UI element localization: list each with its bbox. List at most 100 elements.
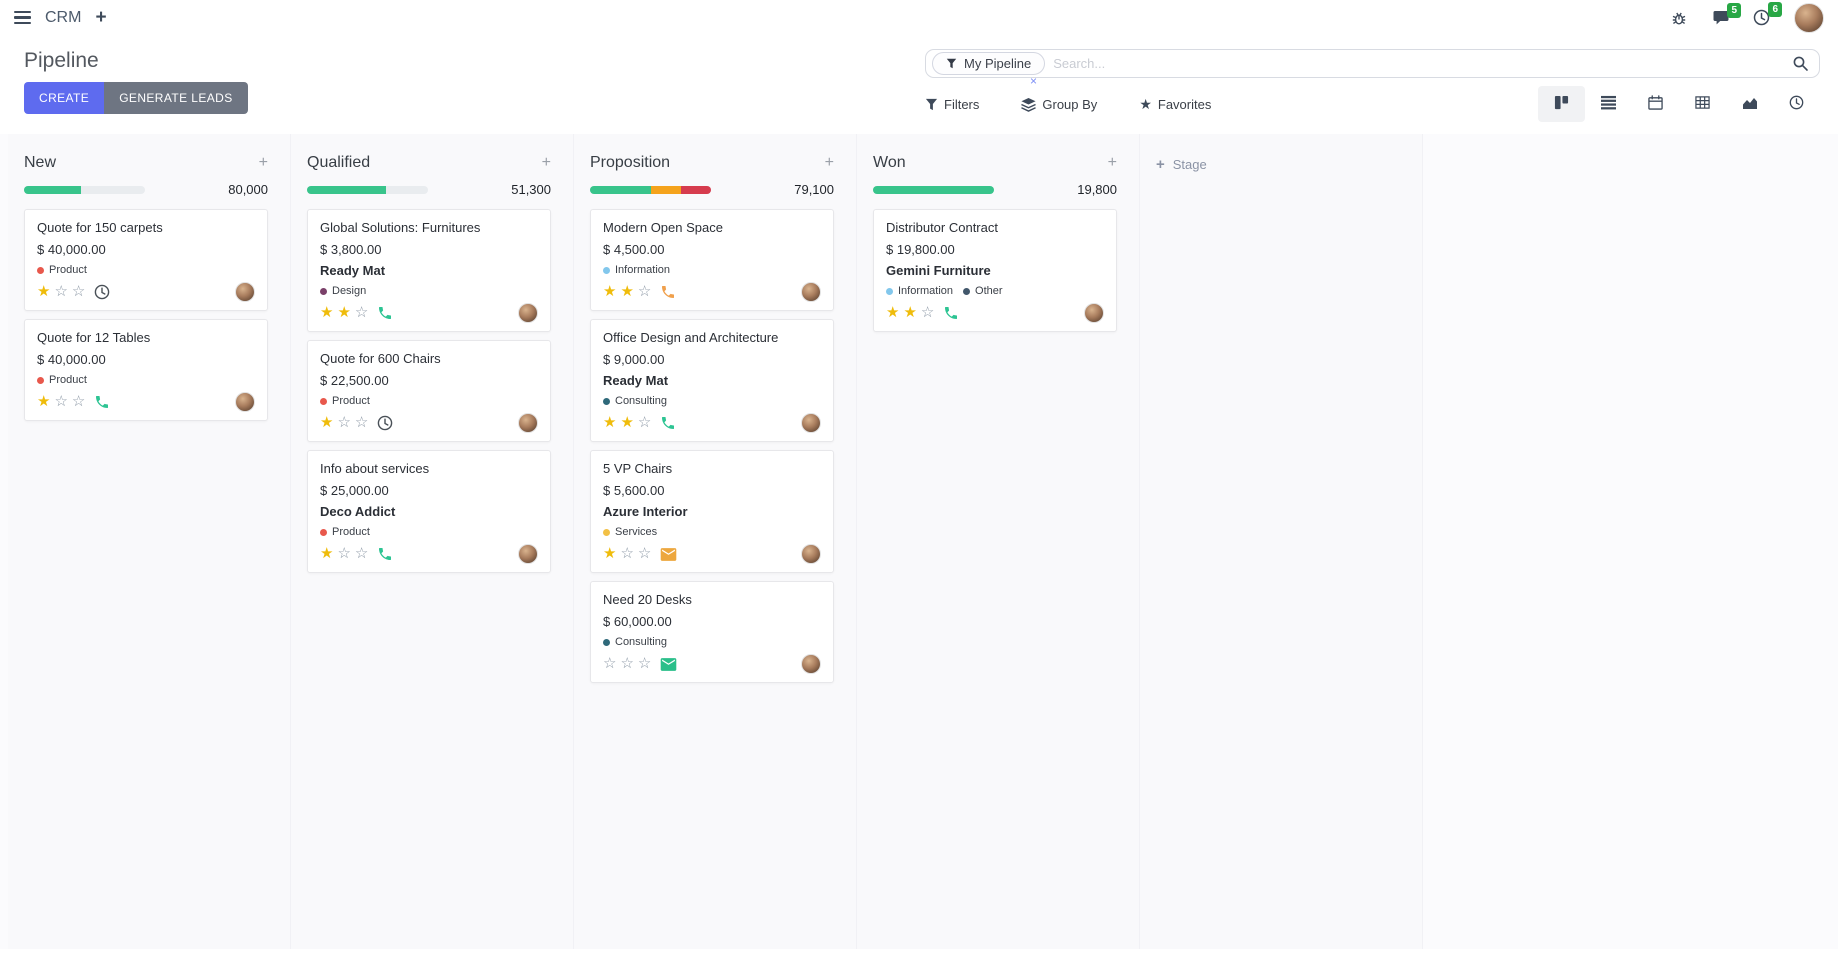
app-name[interactable]: CRM xyxy=(45,8,82,26)
activity-phone-icon[interactable] xyxy=(377,546,393,562)
filters-button[interactable]: Filters xyxy=(925,97,979,112)
search-input[interactable] xyxy=(1053,56,1792,71)
salesperson-avatar[interactable] xyxy=(801,654,821,674)
activity-clock-icon[interactable] xyxy=(377,415,393,431)
view-pivot-button[interactable] xyxy=(1679,86,1726,122)
layers-icon xyxy=(1021,97,1037,112)
quick-add-icon[interactable]: + xyxy=(1107,154,1117,171)
priority-star-icon[interactable]: ☆ xyxy=(637,545,652,563)
salesperson-avatar[interactable] xyxy=(235,282,255,302)
kanban-card[interactable]: Global Solutions: Furnitures $ 3,800.00 R… xyxy=(307,209,551,332)
quick-add-icon[interactable]: + xyxy=(258,154,268,171)
priority-star-icon[interactable]: ☆ xyxy=(637,655,652,673)
kanban-card[interactable]: Distributor Contract $ 19,800.00 Gemini F… xyxy=(873,209,1117,332)
facet-remove-icon[interactable]: × xyxy=(1030,74,1038,88)
salesperson-avatar[interactable] xyxy=(518,544,538,564)
stage-progressbar[interactable] xyxy=(307,185,428,194)
add-stage-button[interactable]: + Stage xyxy=(1156,156,1207,173)
kanban-card[interactable]: Need 20 Desks $ 60,000.00 Consulting ☆ ☆ ☆ xyxy=(590,581,834,683)
priority-star-icon[interactable]: ☆ xyxy=(71,393,86,411)
stage-progressbar[interactable] xyxy=(873,185,994,194)
view-graph-button[interactable] xyxy=(1726,86,1773,122)
priority-star-icon[interactable]: ☆ xyxy=(603,655,617,673)
card-amount: $ 60,000.00 xyxy=(603,614,672,629)
salesperson-avatar[interactable] xyxy=(235,392,255,412)
messages-icon[interactable]: 5 xyxy=(1711,2,1741,26)
priority-star-icon[interactable]: ★ xyxy=(337,304,351,322)
kanban-card[interactable]: Office Design and Architecture $ 9,000.0… xyxy=(590,319,834,442)
plus-icon[interactable]: + xyxy=(95,7,107,28)
user-avatar[interactable] xyxy=(1794,2,1824,33)
priority-star-icon[interactable]: ★ xyxy=(603,545,617,563)
activity-phone-icon[interactable] xyxy=(660,284,676,300)
view-list-button[interactable] xyxy=(1585,86,1632,122)
priority-star-icon[interactable]: ☆ xyxy=(354,545,369,563)
kanban-card[interactable]: Modern Open Space $ 4,500.00 Information… xyxy=(590,209,834,311)
priority-star-icon[interactable]: ☆ xyxy=(920,304,935,322)
salesperson-avatar[interactable] xyxy=(801,282,821,302)
view-kanban-button[interactable] xyxy=(1538,86,1585,122)
priority-star-icon[interactable]: ☆ xyxy=(354,304,369,322)
priority-star-icon[interactable]: ☆ xyxy=(620,655,634,673)
activity-mail-icon[interactable] xyxy=(660,657,677,672)
quick-add-icon[interactable]: + xyxy=(824,154,834,171)
activity-phone-icon[interactable] xyxy=(943,305,959,321)
priority-star-icon[interactable]: ★ xyxy=(620,283,634,301)
activities-icon[interactable]: 6 xyxy=(1753,2,1782,26)
activity-phone-icon[interactable] xyxy=(94,394,110,410)
search-icon[interactable] xyxy=(1792,55,1809,72)
priority-star-icon[interactable]: ☆ xyxy=(337,545,351,563)
priority-star-icon[interactable]: ★ xyxy=(320,545,334,563)
kanban-card[interactable]: 5 VP Chairs $ 5,600.00 Azure Interior Ser… xyxy=(590,450,834,573)
card-title: Global Solutions: Furnitures xyxy=(320,220,481,235)
salesperson-avatar[interactable] xyxy=(1084,303,1104,323)
card-partner: Gemini Furniture xyxy=(886,263,991,278)
priority-star-icon[interactable]: ★ xyxy=(320,414,334,432)
stage-total: 79,100 xyxy=(794,182,834,197)
quick-add-icon[interactable]: + xyxy=(541,154,551,171)
priority-star-icon[interactable]: ★ xyxy=(903,304,917,322)
create-button[interactable]: CREATE xyxy=(24,82,105,114)
apps-menu-icon[interactable] xyxy=(14,10,31,25)
salesperson-avatar[interactable] xyxy=(518,303,538,323)
priority-star-icon[interactable]: ☆ xyxy=(354,414,369,432)
view-activity-button[interactable] xyxy=(1773,86,1820,122)
priority-star-icon[interactable]: ☆ xyxy=(637,414,652,432)
kanban-card[interactable]: Quote for 12 Tables $ 40,000.00 Product ★… xyxy=(24,319,268,421)
priority-star-icon[interactable]: ★ xyxy=(603,283,617,301)
priority-star-icon[interactable]: ★ xyxy=(37,283,51,301)
priority-star-icon[interactable]: ☆ xyxy=(637,283,652,301)
filter-funnel-icon xyxy=(946,58,957,69)
progress-segment xyxy=(307,185,386,194)
progress-segment xyxy=(873,185,994,194)
priority-star-icon[interactable]: ☆ xyxy=(71,283,86,301)
tag-color-dot xyxy=(37,376,44,384)
activity-clock-icon[interactable] xyxy=(94,284,110,300)
salesperson-avatar[interactable] xyxy=(518,413,538,433)
priority-star-icon[interactable]: ☆ xyxy=(54,393,68,411)
kanban-card[interactable]: Quote for 150 carpets $ 40,000.00 Produc… xyxy=(24,209,268,311)
priority-star-icon[interactable]: ☆ xyxy=(337,414,351,432)
salesperson-avatar[interactable] xyxy=(801,413,821,433)
generate-leads-button[interactable]: GENERATE LEADS xyxy=(104,82,248,114)
activity-mail-icon[interactable] xyxy=(660,547,677,562)
kanban-card[interactable]: Info about services $ 25,000.00 Deco Addi… xyxy=(307,450,551,573)
priority-star-icon[interactable]: ★ xyxy=(886,304,900,322)
priority-star-icon[interactable]: ☆ xyxy=(54,283,68,301)
favorites-button[interactable]: ★ Favorites xyxy=(1139,96,1212,112)
card-tag: Other xyxy=(963,285,1003,297)
priority-star-icon[interactable]: ★ xyxy=(320,304,334,322)
priority-star-icon[interactable]: ★ xyxy=(37,393,51,411)
priority-star-icon[interactable]: ★ xyxy=(603,414,617,432)
kanban-card[interactable]: Quote for 600 Chairs $ 22,500.00 Product… xyxy=(307,340,551,442)
stage-progressbar[interactable] xyxy=(590,185,711,194)
group-by-button[interactable]: Group By xyxy=(1021,97,1097,112)
salesperson-avatar[interactable] xyxy=(801,544,821,564)
bug-icon[interactable] xyxy=(1671,10,1687,26)
activity-phone-icon[interactable] xyxy=(660,415,676,431)
priority-star-icon[interactable]: ★ xyxy=(620,414,634,432)
activity-phone-icon[interactable] xyxy=(377,305,393,321)
view-calendar-button[interactable] xyxy=(1632,86,1679,122)
stage-progressbar[interactable] xyxy=(24,185,145,194)
priority-star-icon[interactable]: ☆ xyxy=(620,545,634,563)
